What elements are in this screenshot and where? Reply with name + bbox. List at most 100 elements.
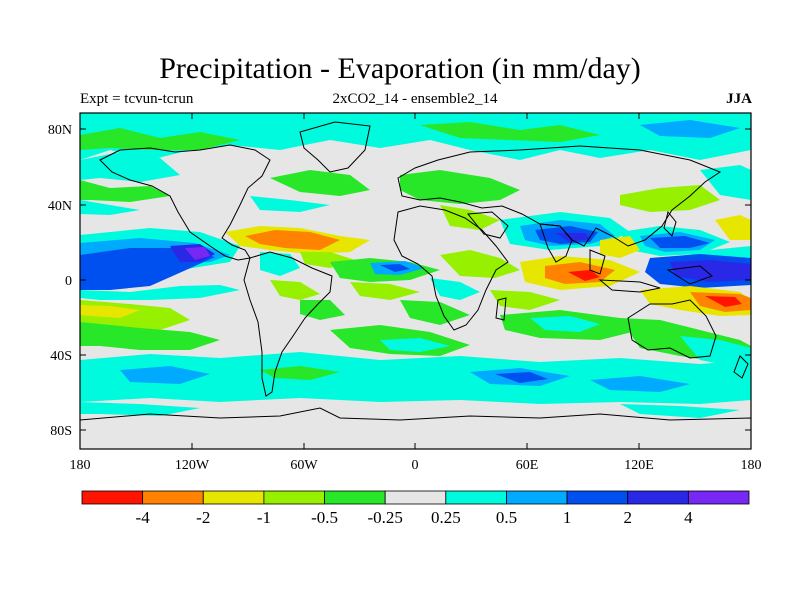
- colorbar-swatch: [687, 490, 750, 505]
- contour-region: [530, 316, 600, 332]
- lat-tick-label: 80N: [48, 123, 72, 138]
- lon-tick-label: 120W: [175, 458, 210, 473]
- coastline: [627, 299, 717, 359]
- lon-tick-label: 180: [70, 458, 91, 473]
- lat-tick-label: 40S: [50, 349, 72, 364]
- colorbar-swatch: [445, 490, 507, 505]
- lat-tick-label: 80S: [50, 424, 72, 439]
- coastline: [589, 249, 606, 275]
- contour-region: [185, 247, 210, 260]
- contour-region: [80, 180, 170, 202]
- colorbar: -4 -2 -1 -0.5 -0.25 0.25 0.5 1 2 4: [81, 490, 750, 527]
- contour-region: [650, 236, 710, 248]
- colorbar-label: 2: [623, 508, 632, 527]
- coastlines: [80, 121, 751, 449]
- lon-tick-label: 180: [741, 458, 762, 473]
- coastline: [299, 121, 371, 173]
- coastline: [733, 355, 749, 379]
- coastline: [467, 211, 509, 239]
- contour-region: [270, 280, 320, 300]
- lon-tick-label: 60W: [290, 458, 318, 473]
- coastline: [663, 210, 677, 237]
- ensemble-label: 2xCO2_14 - ensemble2_14: [332, 91, 498, 107]
- contour-region: [590, 376, 690, 392]
- contour-fields: [80, 113, 751, 418]
- contour-region: [555, 233, 590, 242]
- colorbar-swatch: [142, 490, 204, 505]
- season-label: JJA: [726, 91, 752, 107]
- contour-region: [260, 366, 340, 380]
- contour-region: [80, 128, 240, 150]
- colorbar-label: 0.25: [431, 508, 461, 527]
- contour-region: [600, 236, 640, 258]
- contour-region: [495, 372, 548, 383]
- lat-tick-label: 0: [65, 274, 72, 289]
- contour-region: [250, 196, 330, 212]
- contour-region: [380, 264, 410, 272]
- colorbar-swatch: [566, 490, 629, 505]
- coastline: [243, 251, 333, 397]
- contour-region: [400, 300, 470, 325]
- contour-region: [80, 305, 140, 318]
- contour-region: [270, 170, 370, 196]
- colorbar-label: 0.5: [496, 508, 517, 527]
- contour-region: [80, 152, 180, 182]
- coastline: [666, 265, 713, 285]
- contour-region: [430, 278, 480, 300]
- colorbar-swatch: [202, 490, 265, 505]
- colorbar-swatch: [506, 490, 568, 505]
- colorbar-swatch: [263, 490, 325, 505]
- contour-region: [260, 252, 300, 276]
- colorbar-swatch: [627, 490, 689, 505]
- contour-region: [380, 338, 450, 352]
- map-plot-area: [80, 113, 751, 449]
- contour-region: [670, 260, 751, 282]
- contour-region: [80, 402, 200, 416]
- map-axes: 80N 40N 0 40S 80S 180 120W 60W 0 60E 120E 180: [48, 113, 762, 473]
- colorbar-label: -0.5: [311, 508, 338, 527]
- lat-tick-label: 40N: [48, 199, 72, 214]
- coastline: [393, 205, 509, 331]
- colorbar-label: 1: [563, 508, 572, 527]
- contour-region: [715, 215, 751, 240]
- coastline: [495, 297, 507, 321]
- lon-tick-label: 0: [412, 458, 419, 473]
- colorbar-label: 4: [684, 508, 693, 527]
- colorbar-label: -1: [257, 508, 271, 527]
- contour-region: [300, 300, 345, 320]
- chart-title: Precipitation - Evaporation (in mm/day): [159, 52, 641, 85]
- contour-region: [80, 322, 220, 350]
- contour-region: [120, 366, 210, 384]
- contour-region: [80, 285, 240, 300]
- experiment-label: Expt = tcvun-tcrun: [80, 91, 194, 107]
- colorbar-swatch: [81, 490, 144, 505]
- colorbar-swatch: [324, 490, 386, 505]
- colorbar-label: -0.25: [367, 508, 402, 527]
- coastline: [598, 279, 661, 293]
- contour-region: [440, 250, 520, 278]
- contour-region: [700, 165, 751, 200]
- contour-region: [80, 113, 751, 160]
- contour-region: [568, 270, 600, 281]
- contour-region: [490, 290, 560, 310]
- coastline: [80, 407, 751, 449]
- coastline: [397, 145, 722, 247]
- contour-region: [350, 282, 420, 300]
- contour-region: [440, 205, 500, 230]
- contour-region: [680, 336, 751, 366]
- colorbar-label: -2: [196, 508, 210, 527]
- lon-tick-label: 60E: [516, 458, 539, 473]
- contour-region: [400, 170, 520, 204]
- lon-tick-label: 120E: [624, 458, 654, 473]
- contour-region: [80, 200, 140, 215]
- coastline: [99, 144, 271, 261]
- contour-region: [80, 352, 751, 404]
- coastline: [539, 223, 573, 263]
- colorbar-label: -4: [136, 508, 151, 527]
- contour-region: [245, 230, 340, 250]
- contour-region: [705, 296, 742, 307]
- colorbar-swatch: [384, 490, 447, 505]
- contour-region: [640, 120, 740, 138]
- contour-region: [620, 404, 740, 418]
